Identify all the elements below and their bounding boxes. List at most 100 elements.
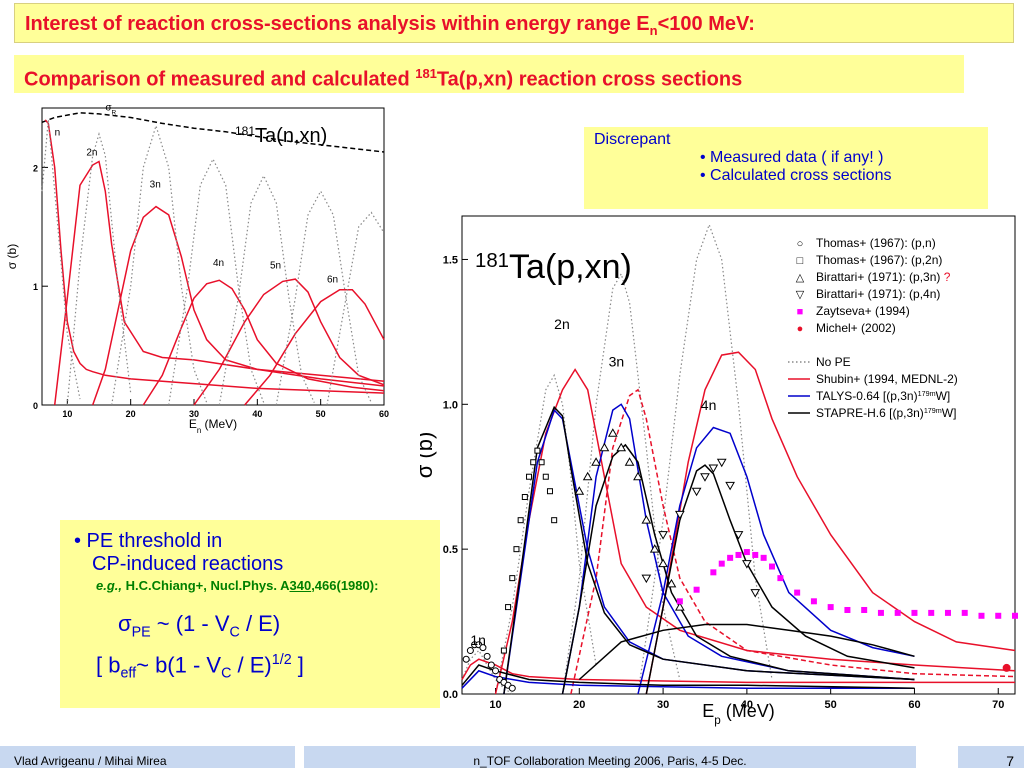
plot-frame [461, 215, 1016, 695]
legend-entry: Michel+ (2002) [816, 321, 896, 335]
data-point [676, 598, 683, 605]
x-tick-label: 10 [62, 409, 72, 419]
data-point [718, 560, 725, 567]
f2-d: ] [291, 652, 304, 678]
y-axis-label: σ (b) [5, 244, 19, 269]
pe-line-1: • PE threshold in [74, 530, 223, 552]
data-point [944, 609, 951, 616]
x-tick-label: 40 [741, 699, 753, 711]
curve-label: 2n [86, 148, 97, 159]
y-tick-label: 0.5 [443, 544, 458, 556]
data-point [599, 442, 610, 452]
slide-title-text-b: <100 MeV: [657, 13, 755, 35]
data-point [607, 428, 618, 437]
series-line [561, 272, 681, 695]
data-point [691, 487, 702, 497]
data-point [750, 589, 761, 598]
legend-entry: Birattari+ (1971): (p,3n) ? [816, 270, 951, 284]
data-point [810, 598, 817, 605]
footer-authors: Vlad Avrigeanu / Mihai Mirea [0, 746, 295, 768]
data-point [492, 667, 500, 675]
data-point [641, 574, 652, 584]
x-tick-label: 20 [573, 699, 585, 711]
chart-title: 181Ta(n,xn) [235, 124, 327, 147]
series-line [637, 426, 915, 695]
series-line [111, 123, 208, 406]
data-point [521, 494, 528, 501]
discrepant-note: Discrepant • Measured data ( if any! ) •… [584, 127, 988, 209]
data-point [725, 481, 735, 491]
y-tick-label: 1.5 [443, 254, 458, 266]
y-tick-label: 0.0 [443, 689, 458, 701]
data-point [961, 609, 968, 616]
x-axis-label: Ep (MeV) [702, 701, 775, 727]
f2-c: / E) [231, 652, 272, 678]
f1-rest-a: ~ (1 - V [150, 611, 230, 636]
data-point [700, 473, 710, 482]
curve-label: 1n [470, 632, 486, 648]
data-point [649, 544, 660, 553]
series-line [561, 443, 915, 695]
footer-meeting: n_TOF Collaboration Meeting 2006, Paris,… [304, 746, 916, 768]
y-tick-label: 0 [33, 401, 38, 411]
x-tick-label: 30 [189, 409, 199, 419]
f1-rest-b: / E) [239, 611, 281, 636]
f1-sigma: σ [118, 611, 132, 636]
series-line [645, 351, 1016, 695]
curve-label: 4n [213, 258, 224, 269]
data-point [752, 551, 759, 558]
footer-page-number: 7 [958, 746, 1024, 768]
series-line [193, 278, 385, 406]
legend-symbol: ● [797, 323, 804, 335]
x-tick-label: 20 [126, 409, 136, 419]
legend-symbol: ▽ [796, 289, 805, 301]
series-line [41, 119, 81, 400]
data-point [995, 612, 1002, 619]
data-point [462, 655, 470, 663]
y-tick-label: 1.0 [443, 399, 458, 411]
data-point [542, 473, 549, 480]
data-point [666, 578, 677, 588]
series-line [218, 174, 315, 406]
data-point [641, 515, 652, 524]
data-point [861, 606, 868, 613]
data-point [733, 531, 744, 540]
legend-entry: No PE [816, 355, 851, 369]
slide-subtitle-superscript: 181 [415, 66, 437, 81]
ta-pxn-chart: 10 20 30 40 50 60 70 0.0 0.5 1.0 1.5 2n 3n 4n 1n 181Ta(… [420, 215, 1018, 727]
series-line [275, 189, 372, 406]
series-line [503, 405, 915, 695]
data-point [508, 684, 516, 692]
data-point [978, 612, 985, 619]
data-point [513, 546, 520, 553]
series-line [44, 119, 385, 394]
data-point [487, 661, 495, 669]
series-line [637, 222, 773, 695]
data-point [538, 459, 545, 466]
data-point [479, 644, 487, 652]
data-point [735, 551, 742, 558]
series-line [503, 408, 915, 695]
series-line [494, 368, 1016, 695]
data-point [616, 442, 627, 452]
data-point [794, 589, 801, 596]
series-line [53, 160, 385, 406]
f1-sub-c: C [229, 624, 240, 641]
ta-nxn-chart: 10 20 30 40 50 60 0 1 2 σR n 2n 3n 4n 5n 6n 181Ta(n,xn) E… [5, 102, 389, 434]
series-line [461, 658, 1015, 684]
series-line [41, 112, 385, 153]
data-point [693, 586, 700, 593]
series-line [645, 464, 915, 695]
legend-entry: TALYS-0.64 [(p,3n)179mW] [816, 389, 950, 404]
x-tick-label: 60 [379, 409, 389, 419]
data-point [911, 609, 918, 616]
pe-line-2: CP-induced reactions [92, 553, 284, 575]
y-tick-label: 2 [33, 163, 38, 173]
data-point [760, 554, 767, 561]
legend-symbol: △ [796, 272, 805, 284]
curve-label: 5n [270, 260, 281, 271]
y-axis-label: σ (b) [420, 432, 437, 479]
data-point [551, 517, 558, 524]
curve-label: 6n [327, 275, 338, 286]
curve-label: 3n [150, 180, 161, 191]
